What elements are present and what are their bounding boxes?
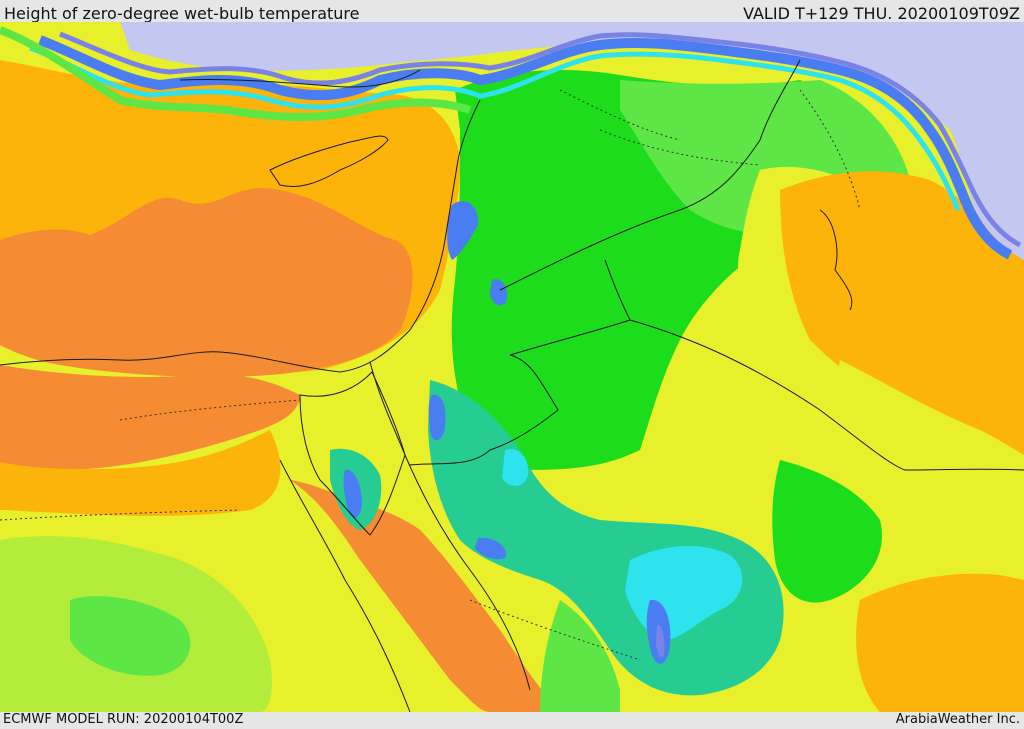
dead-sea-blue-cell bbox=[428, 394, 446, 441]
jordan-blue-cell bbox=[490, 279, 508, 306]
south-egypt-light-green bbox=[70, 596, 191, 676]
north-cyan-edge bbox=[29, 45, 961, 211]
egypt-deep-orange bbox=[0, 365, 300, 470]
arabia-south-green bbox=[540, 600, 620, 712]
map-canvas[interactable] bbox=[0, 22, 1024, 712]
model-run-label: ECMWF MODEL RUN: 20200104T00Z bbox=[3, 712, 244, 727]
country-borders bbox=[0, 89, 861, 661]
map-svg bbox=[0, 22, 1024, 712]
red-sea-deep-orange bbox=[290, 480, 560, 712]
east-yellow-strip bbox=[835, 360, 1024, 520]
coastlines bbox=[0, 69, 853, 712]
country-borders-solid bbox=[369, 59, 1024, 471]
valid-time: VALID T+129 THU. 20200109T09Z bbox=[743, 4, 1020, 23]
arabia-cyan-small bbox=[502, 449, 529, 486]
mediterranean-deep-orange bbox=[0, 188, 413, 377]
north-green-edge bbox=[0, 26, 472, 121]
footer-bar: ECMWF MODEL RUN: 20200104T00Z ArabiaWeat… bbox=[0, 712, 1024, 729]
credit-label: ArabiaWeather Inc. bbox=[895, 712, 1020, 727]
north-lavender-zone bbox=[120, 22, 1024, 260]
arabia-violet-cell bbox=[656, 624, 665, 657]
north-violet-edge bbox=[59, 31, 1022, 248]
egypt-orange-band bbox=[0, 430, 281, 516]
arabia-southeast-orange bbox=[856, 573, 1024, 712]
sinai-blue bbox=[343, 469, 362, 518]
levant-blue-band bbox=[447, 201, 479, 260]
header-bar: Height of zero-degree wet-bulb temperatu… bbox=[0, 0, 1024, 23]
hejaz-blue-cell bbox=[475, 537, 506, 560]
map-title: Height of zero-degree wet-bulb temperatu… bbox=[4, 4, 360, 23]
arabia-east-green bbox=[772, 460, 882, 603]
gulf-orange-region bbox=[780, 171, 1024, 471]
